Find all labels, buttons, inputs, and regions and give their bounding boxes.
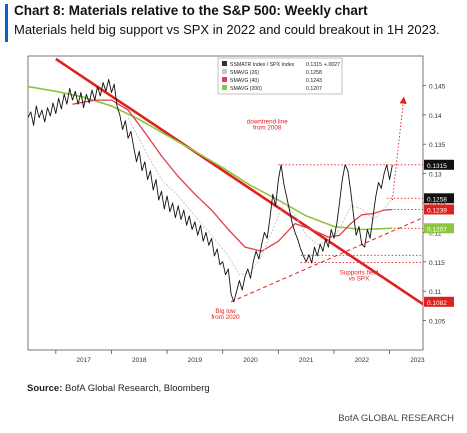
trendline-downtrend (55, 57, 423, 306)
value-tag-box (424, 204, 454, 215)
legend-value: 0.1207 (306, 86, 322, 92)
source-note: Source: BofA Global Research, Bloomberg (27, 383, 210, 394)
series-line-smavg40 (72, 99, 393, 252)
annotation-label: downtrend line (247, 119, 288, 126)
y-tick-label: 0.115 (429, 260, 445, 267)
chart-subtitle: Materials held big support vs SPX in 202… (14, 22, 440, 37)
value-tag-text: 0.1082 (427, 300, 447, 307)
annotation-label: Supports held (340, 270, 379, 277)
trendline-breakout-projection (391, 96, 407, 201)
x-tick-label: 2021 (299, 357, 314, 364)
legend-swatch (222, 85, 227, 90)
x-tick-label: 2019 (188, 357, 203, 364)
value-tag: 0.1207 (424, 223, 454, 234)
materials-spx-chart: 0.1450.140.1350.130.1250.120.1150.110.10… (27, 55, 454, 364)
y-tick-label: 0.11 (429, 289, 442, 296)
series-line-price (28, 79, 393, 303)
source-label: Source: (27, 383, 63, 394)
source-text: BofA Global Research, Bloomberg (65, 383, 210, 394)
plot-frame (27, 55, 424, 351)
value-tag-box (424, 159, 454, 170)
footer-brand: BofA GLOBAL RESEARCH (338, 413, 454, 424)
legend-label: SMAVG (26) (230, 70, 259, 76)
value-tag-box (424, 223, 454, 234)
value-tag: 0.1258 (424, 193, 454, 204)
value-tag: 0.1315 (424, 159, 454, 170)
value-tag-text: 0.1239 (427, 207, 447, 214)
x-tick-label: 2023 (410, 357, 425, 364)
trendline-uptrend-support (230, 217, 423, 303)
legend-swatch (222, 69, 227, 74)
value-tag-box (424, 296, 454, 307)
title-accent-bar (5, 4, 8, 42)
annotation-label: from 2020 (211, 314, 240, 321)
legend-label: SMAVG (40) (230, 78, 259, 84)
chart-title: Chart 8: Materials relative to the S&P 5… (14, 3, 368, 18)
value-tag: 0.1239 (424, 204, 454, 215)
legend-label: SSMATR Index / SPX Index (230, 62, 295, 68)
value-tag-text: 0.1207 (427, 226, 447, 233)
legend-value: 0.1258 (306, 70, 322, 76)
annotation-label: from 2008 (253, 125, 282, 132)
value-tag: 0.1082 (424, 296, 454, 307)
legend-box (217, 57, 343, 95)
legend-delta: +.0027 (324, 62, 340, 68)
value-tag-box (424, 193, 454, 204)
x-tick-label: 2020 (243, 357, 258, 364)
y-tick-label: 0.105 (429, 319, 446, 326)
x-tick-label: 2018 (132, 357, 147, 364)
plot-area (28, 57, 423, 306)
x-tick-label: 2017 (76, 357, 91, 364)
value-tag-text: 0.1315 (427, 163, 447, 170)
legend-swatch (222, 77, 227, 82)
annotation-label: Big low (215, 308, 236, 315)
y-tick-label: 0.12 (429, 230, 442, 237)
legend: SSMATR Index / SPX Index 0.1315 +.0027 SMAV… (217, 57, 343, 95)
y-tick-label: 0.14 (429, 113, 442, 120)
legend-label: SMAVG (200) (230, 86, 262, 92)
y-tick-label: 0.145 (429, 83, 446, 90)
legend-value: 0.1243 (306, 78, 322, 84)
value-tag-text: 0.1258 (427, 196, 447, 203)
y-tick-label: 0.13 (429, 172, 442, 179)
annotation-label: vs SPX (349, 276, 370, 283)
y-tick-label: 0.135 (429, 142, 446, 149)
x-tick-label: 2022 (355, 357, 370, 364)
legend-value: 0.1315 (306, 62, 322, 68)
legend-swatch (222, 61, 227, 66)
series-line-smavg26 (127, 117, 393, 276)
